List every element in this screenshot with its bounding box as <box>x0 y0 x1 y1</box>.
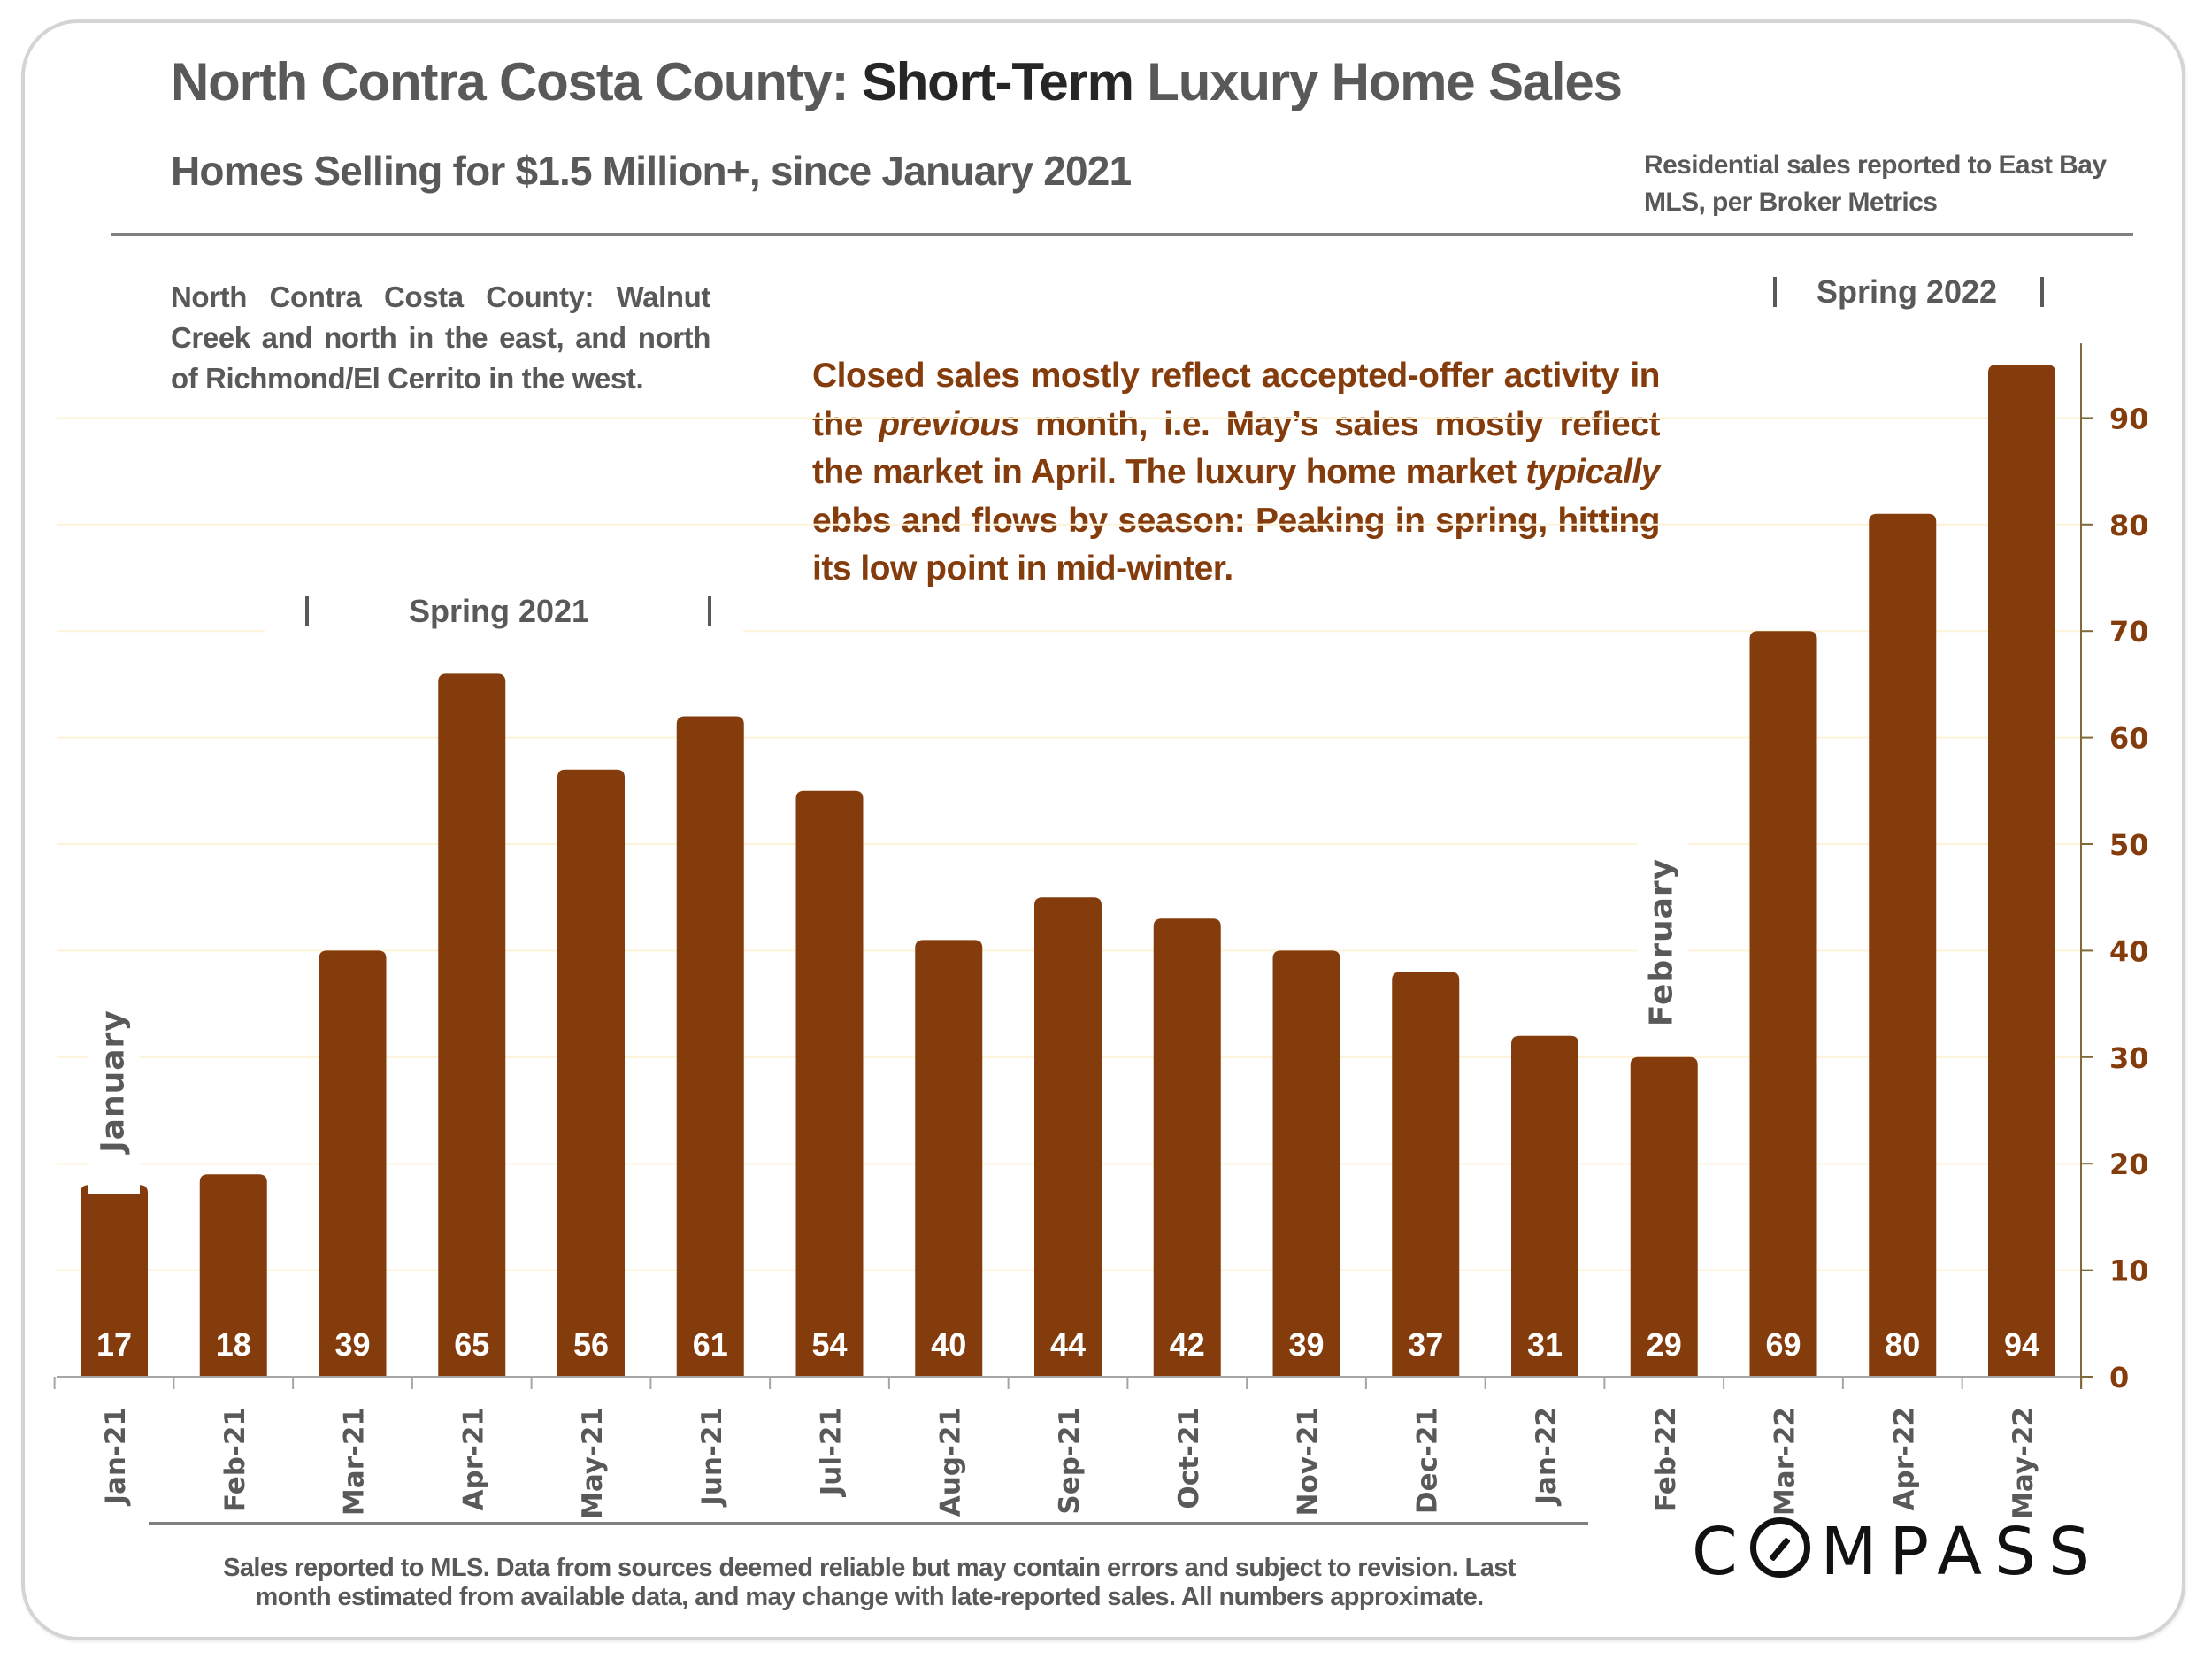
spring-2021-label: Spring 2021 <box>409 593 590 629</box>
bar-value-label: 39 <box>1288 1326 1324 1363</box>
compass-logo: C MPASS <box>1692 1514 2102 1590</box>
header-divider <box>111 233 2133 236</box>
bar-jan-22 <box>1511 1035 1578 1377</box>
x-tick-label: Mar-21 <box>339 1407 371 1516</box>
bar-value-label: 69 <box>1765 1326 1801 1363</box>
bar-apr-21 <box>438 673 506 1377</box>
x-tick-label: Jan-22 <box>1531 1407 1563 1507</box>
label-mask <box>88 973 140 1194</box>
x-tick-label: Sep-21 <box>1054 1407 1086 1515</box>
annotation-text: ebbs and flows by season: Peaking in spr… <box>812 501 1661 588</box>
y-tick-label: 0 <box>2109 1361 2129 1394</box>
bar-oct-21 <box>1153 918 1221 1377</box>
y-tick-label: 90 <box>2109 402 2149 435</box>
bars: 17 18 39 65 56 61 54 40 44 42 39 37 31 29 69 80 94 <box>81 365 2055 1378</box>
bar-value-label: 31 <box>1527 1326 1563 1363</box>
january-callout: January <box>95 1010 132 1153</box>
x-tick-label: Jun-21 <box>696 1407 728 1508</box>
bar-value-label: 54 <box>811 1326 847 1363</box>
bar-jan-21 <box>81 1185 148 1377</box>
x-tick-label: Nov-21 <box>1293 1407 1325 1516</box>
label-mask <box>1637 841 1688 1053</box>
chart-card <box>21 19 2185 1640</box>
bar-value-label: 80 <box>1885 1326 1920 1363</box>
title-emphasis: Short-Term <box>861 52 1134 111</box>
bar-may-21 <box>557 769 625 1377</box>
compass-o-icon <box>1749 1517 1810 1578</box>
bar-value-label: 42 <box>1170 1326 1205 1363</box>
bar-feb-21 <box>199 1174 267 1377</box>
bar-mar-22 <box>1749 631 1817 1377</box>
bar-value-label: 56 <box>573 1326 609 1363</box>
x-tick-label: Aug-21 <box>934 1407 966 1517</box>
y-tick-label: 20 <box>2109 1148 2149 1181</box>
region-note: North Contra Costa County: Walnut Creek … <box>171 280 710 395</box>
bar-value-label: 17 <box>96 1326 132 1363</box>
x-tick-label: Dec-21 <box>1411 1407 1443 1514</box>
market-annotation: Closed sales mostly reflect accepted-off… <box>812 352 1661 594</box>
footer-divider <box>149 1522 1588 1525</box>
bar-value-label: 37 <box>1408 1326 1443 1363</box>
bar-value-label: 18 <box>216 1326 251 1363</box>
annotation-italic: previous <box>879 404 1019 443</box>
y-tick-label: 60 <box>2109 722 2149 756</box>
title-prefix: North Contra Costa County: <box>171 52 862 111</box>
annotation-text: month, i.e. May’s sales mostly reflect t… <box>812 404 1661 492</box>
bar-dec-21 <box>1392 972 1460 1377</box>
y-tick-label: 30 <box>2109 1041 2149 1075</box>
x-tick-label: Feb-22 <box>1650 1407 1682 1512</box>
bar-value-label: 40 <box>931 1326 966 1363</box>
annotation-text: Closed sales mostly reflect accepted-off… <box>812 357 1661 443</box>
bar-sep-21 <box>1034 897 1102 1377</box>
bar-value-label: 39 <box>334 1326 370 1363</box>
title-suffix: Luxury Home Sales <box>1133 52 1623 111</box>
footer-disclaimer: Sales reported to MLS. Data from sources… <box>142 1554 1597 1612</box>
y-tick-label: 80 <box>2109 509 2149 542</box>
x-tick-label: May-21 <box>577 1407 609 1519</box>
bar-jun-21 <box>676 716 744 1377</box>
x-tick-label: Mar-22 <box>1770 1407 1801 1516</box>
x-tick-label: Jul-21 <box>816 1407 848 1497</box>
bar-feb-22 <box>1630 1056 1698 1377</box>
y-axis: 0 10 20 30 40 50 60 70 80 90 <box>2080 343 2149 1394</box>
x-axis: Jan-21 Feb-21 Mar-21 Apr-21 May-21 Jun-21 Jul-… <box>53 1376 2083 1519</box>
bar-aug-21 <box>915 940 983 1377</box>
bar-jul-21 <box>795 790 864 1377</box>
bar-may-22 <box>1988 365 2055 1378</box>
x-tick-label: Jan-21 <box>100 1407 132 1507</box>
x-tick-label: May-22 <box>2008 1407 2039 1519</box>
bar-value-label: 65 <box>454 1326 489 1363</box>
x-tick-label: Feb-21 <box>219 1407 251 1512</box>
spring-2022-end-marker <box>2040 277 2044 307</box>
bar-value-label: 44 <box>1050 1326 1086 1363</box>
chart-subtitle: Homes Selling for $1.5 Million+, since J… <box>171 148 1132 194</box>
x-tick-label: Apr-22 <box>1888 1407 1920 1510</box>
label-mask <box>265 591 743 635</box>
x-tick-label: Oct-21 <box>1173 1407 1205 1509</box>
bar-mar-21 <box>319 950 387 1377</box>
bar-nov-21 <box>1272 950 1340 1377</box>
source-note: Residential sales reported to East Bay M… <box>1644 150 2107 217</box>
x-tick-label: Apr-21 <box>457 1407 489 1510</box>
bar-value-label: 61 <box>693 1326 728 1363</box>
bar-value-label: 94 <box>2004 1326 2039 1363</box>
y-tick-label: 40 <box>2109 934 2149 968</box>
annotation-italic: typically <box>1525 453 1660 491</box>
spring-2021-start-marker <box>305 596 309 626</box>
spring-2022-start-marker <box>1773 277 1777 307</box>
chart-title: North Contra Costa County: Short-Term Lu… <box>171 51 1623 112</box>
bar-apr-22 <box>1869 513 1937 1377</box>
spring-2022-label: Spring 2022 <box>1816 273 1998 310</box>
footer-line-2: month estimated from available data, and… <box>255 1583 1484 1611</box>
february-callout: February <box>1643 857 1680 1027</box>
y-tick-label: 70 <box>2109 615 2149 649</box>
y-tick-label: 10 <box>2109 1255 2149 1288</box>
spring-2021-end-marker <box>708 596 711 626</box>
y-tick-label: 50 <box>2109 828 2149 862</box>
bar-value-label: 29 <box>1647 1326 1682 1363</box>
footer-line-1: Sales reported to MLS. Data from sources… <box>223 1554 1516 1582</box>
